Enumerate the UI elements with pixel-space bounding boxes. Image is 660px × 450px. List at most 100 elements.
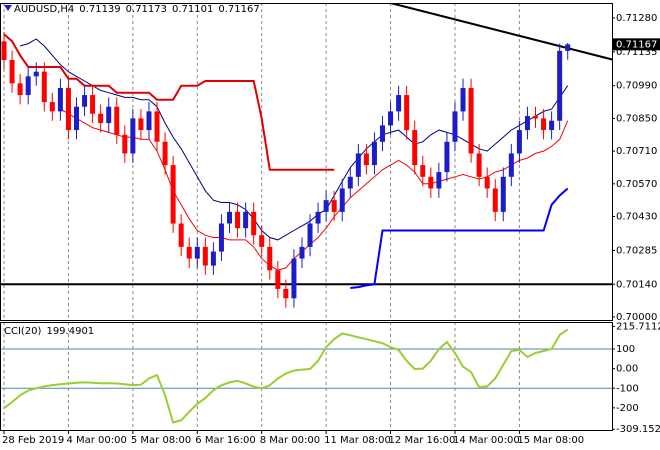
last-low: 0.71101 — [172, 4, 213, 15]
candle-body — [420, 165, 426, 177]
candle-body — [396, 95, 402, 112]
candle-body — [500, 176, 506, 212]
y-tick-label: 0.70430 — [616, 212, 657, 223]
cci-panel — [0, 322, 612, 430]
candle-body — [146, 111, 152, 131]
y-tick-label: -100 — [616, 383, 639, 394]
candle-body — [476, 153, 482, 177]
candle-body — [17, 83, 23, 96]
candle-body — [170, 165, 176, 224]
candle-body — [460, 88, 466, 112]
candle-body — [178, 223, 184, 247]
candle-body — [549, 120, 555, 131]
x-tick-label: 4 Mar 00:00 — [66, 435, 126, 446]
candle-body — [227, 211, 232, 224]
candle-body — [363, 153, 369, 166]
indicator-line — [19, 38, 569, 241]
y-tick-label: 0.70285 — [616, 245, 657, 256]
candle-body — [371, 141, 377, 166]
x-tick-label: 6 Mar 16:00 — [195, 435, 255, 446]
y-tick-label: 0.70990 — [616, 81, 657, 92]
candle-body — [162, 141, 168, 166]
y-tick-label: 0.71135 — [616, 47, 657, 58]
candle-body — [541, 118, 547, 131]
candle-body — [436, 172, 442, 189]
candle-body — [98, 113, 104, 124]
candle-body — [492, 188, 498, 212]
candle-body — [90, 95, 96, 114]
cci-line — [3, 328, 569, 424]
candle-body — [380, 125, 385, 142]
y-tick-label: -200 — [616, 403, 639, 414]
x-tick-label: 5 Mar 08:00 — [131, 435, 191, 446]
candle-body — [323, 200, 329, 212]
x-tick-label: 28 Feb 2019 — [2, 435, 64, 446]
candle-body — [452, 111, 458, 142]
y-tick-label: 215.7112 — [616, 321, 660, 332]
candle-body — [186, 246, 192, 259]
candle-body — [444, 141, 450, 173]
cci-name: CCI(20) — [4, 326, 42, 337]
x-tick-label: 12 Mar 16:00 — [389, 435, 456, 446]
candle-body — [1, 41, 7, 60]
candle-body — [154, 111, 160, 142]
candle-body — [565, 44, 571, 51]
chart-title: AUDUSD,H4 0.71139 0.71173 0.71101 0.71167 — [14, 4, 260, 15]
candle-body — [202, 246, 208, 266]
price-frame — [0, 3, 613, 321]
candle-body — [428, 176, 434, 189]
cci-title: CCI(20) 199.4901 — [4, 326, 94, 337]
candle-body — [106, 106, 112, 124]
candle-body — [484, 176, 490, 189]
symbol: AUDUSD,H4 — [14, 4, 74, 15]
candle-body — [259, 235, 265, 247]
indicator-line — [350, 187, 569, 289]
x-tick-label: 8 Mar 00:00 — [260, 435, 320, 446]
candle-body — [468, 88, 474, 154]
cci-frame — [0, 322, 613, 431]
candle-body — [404, 95, 410, 131]
y-tick-label: 0.00 — [616, 364, 638, 375]
y-tick-label: 0.70710 — [616, 146, 657, 157]
candle-body — [267, 246, 273, 271]
candle-body — [339, 188, 345, 212]
y-tick-label: 0.70570 — [616, 179, 657, 190]
last-high: 0.71173 — [126, 4, 167, 15]
indicator-line — [3, 33, 335, 171]
candle-body — [533, 116, 538, 119]
candle-body — [315, 211, 321, 224]
y-tick-label: 0.70000 — [616, 312, 657, 323]
candle-body — [33, 71, 39, 77]
candle-body — [524, 116, 530, 131]
candle-body — [251, 211, 257, 236]
indicator-line — [60, 108, 569, 271]
candle-body — [508, 153, 514, 177]
candle-body — [130, 118, 136, 154]
price-box — [613, 38, 660, 51]
trendline — [390, 3, 612, 61]
x-tick-label: 11 Mar 08:00 — [324, 435, 391, 446]
candle-body — [57, 88, 63, 112]
y-tick-label: 0.71280 — [616, 13, 657, 24]
candle-body — [516, 130, 522, 154]
candle-body — [65, 88, 71, 131]
candle-body — [9, 59, 15, 84]
candle-body — [243, 211, 249, 229]
price-panel — [0, 3, 612, 320]
candle-body — [122, 134, 128, 154]
candle-body — [291, 258, 297, 299]
candle-body — [412, 130, 418, 166]
candle-body — [235, 211, 241, 229]
candle-body — [307, 223, 313, 247]
candle-body — [355, 153, 361, 177]
y-tick-label: 0.70850 — [616, 113, 657, 124]
candle-body — [49, 102, 55, 112]
candle-body — [218, 223, 224, 252]
x-tick-label: 15 Mar 08:00 — [517, 435, 584, 446]
candle-body — [138, 118, 144, 131]
candle-body — [41, 71, 47, 103]
candle-body — [194, 246, 200, 259]
